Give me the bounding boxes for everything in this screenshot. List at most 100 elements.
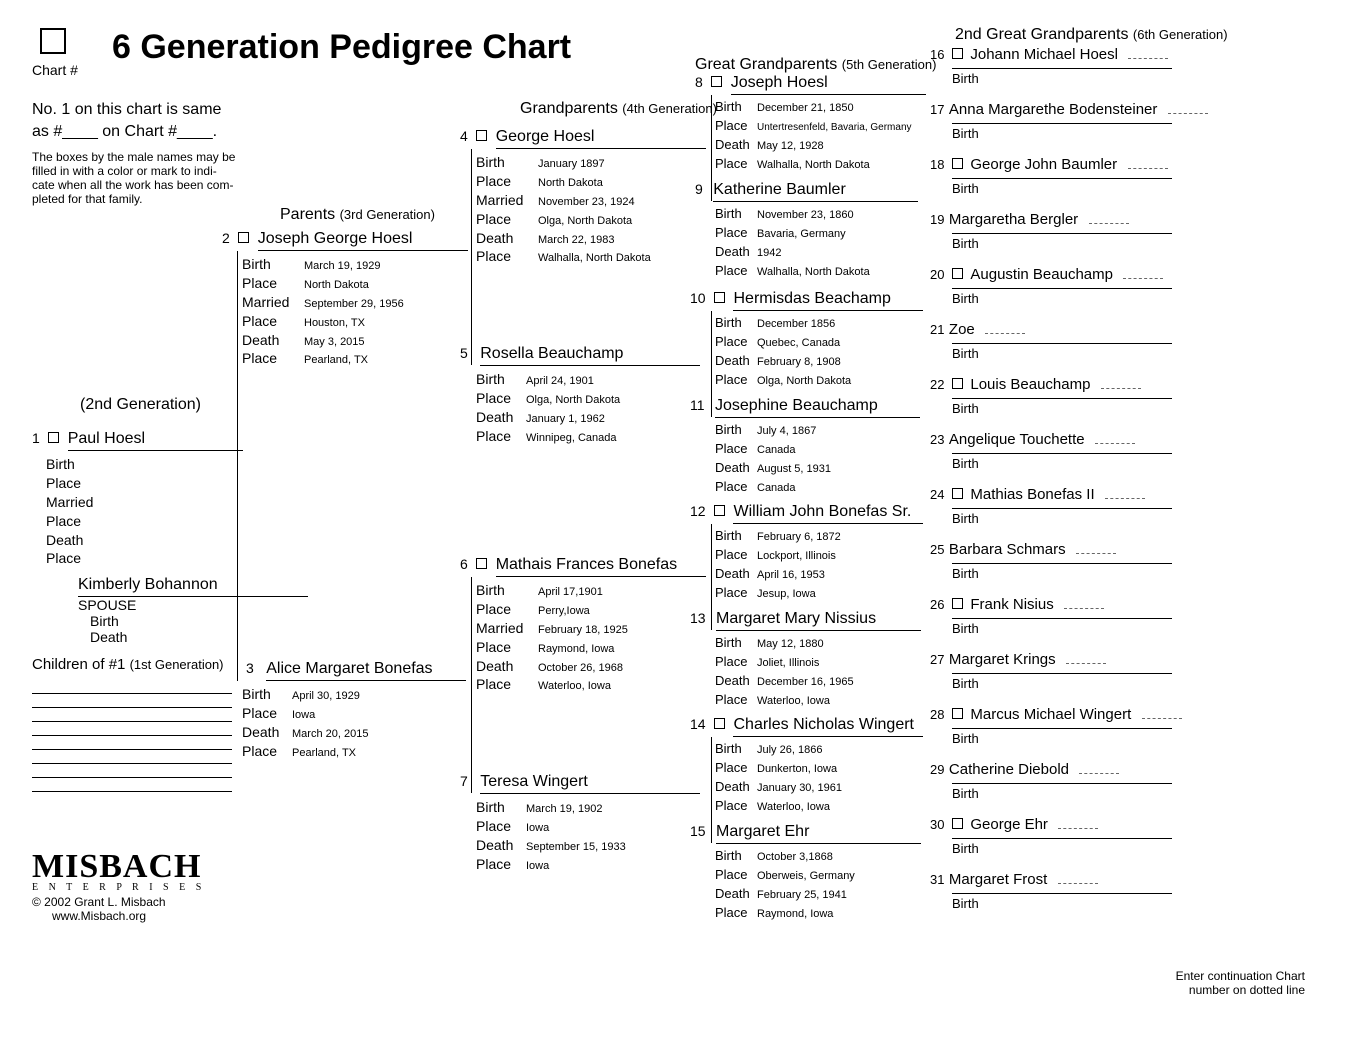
p5-num: 5 — [460, 345, 468, 361]
child-line-2[interactable] — [32, 694, 232, 708]
p2-birth: March 19, 1929 — [304, 260, 380, 272]
p2-box[interactable] — [238, 232, 249, 243]
p11-dplace: Canada — [757, 482, 796, 494]
child-line-7[interactable] — [32, 764, 232, 778]
p30-name: George Ehr — [970, 816, 1048, 833]
p11-birth: July 4, 1867 — [757, 425, 816, 437]
gen6-header: 2nd Great Grandparents (6th Generation) — [955, 26, 1228, 44]
p8-dplace: Walhalla, North Dakota — [757, 159, 870, 171]
p17-cont-line[interactable] — [1168, 113, 1208, 114]
p29-name: Catherine Diebold — [949, 761, 1069, 778]
p30-cont-line[interactable] — [1058, 828, 1098, 829]
p5-name: Rosella Beauchamp — [480, 345, 700, 366]
p7-num: 7 — [460, 773, 468, 789]
p13-dplace: Waterloo, Iowa — [757, 695, 830, 707]
p8-box[interactable] — [711, 76, 722, 87]
p28-box[interactable] — [952, 708, 963, 719]
child-line-1[interactable] — [32, 680, 232, 694]
spouse-label: SPOUSE — [78, 597, 308, 613]
logo-url: www.Misbach.org — [52, 909, 205, 923]
p3-death: March 20, 2015 — [292, 728, 368, 740]
p16-block: 16 Johann Michael Hoesl Birth — [930, 46, 1190, 86]
p13-death: December 16, 1965 — [757, 676, 854, 688]
p4-birth: January 1897 — [538, 158, 605, 170]
p1-bplace: Place — [46, 474, 108, 493]
child-line-5[interactable] — [32, 736, 232, 750]
p8-num: 8 — [695, 74, 703, 90]
p16-cont-line[interactable] — [1128, 58, 1168, 59]
p14-death: January 30, 1961 — [757, 782, 842, 794]
p12-box[interactable] — [714, 505, 725, 516]
p20-box[interactable] — [952, 268, 963, 279]
child-line-4[interactable] — [32, 722, 232, 736]
p23-cont-line[interactable] — [1095, 443, 1135, 444]
p26-cont-line[interactable] — [1064, 608, 1104, 609]
p12-name: William John Bonefas Sr. — [733, 503, 923, 524]
p4-box[interactable] — [476, 130, 487, 141]
p28-block: 28 Marcus Michael Wingert Birth — [930, 706, 1190, 746]
p24-box[interactable] — [952, 488, 963, 499]
child-line-3[interactable] — [32, 708, 232, 722]
p8-birth: December 21, 1850 — [757, 102, 854, 114]
p26-box[interactable] — [952, 598, 963, 609]
p8-name: Joseph Hoesl — [731, 74, 926, 95]
line-2-3 — [237, 251, 238, 681]
p14-num: 14 — [690, 716, 706, 732]
p4-dplace: Walhalla, North Dakota — [538, 252, 651, 264]
p13-name: Margaret Mary Nissius — [716, 610, 921, 631]
p30-box[interactable] — [952, 818, 963, 829]
p22-cont-line[interactable] — [1101, 388, 1141, 389]
p3-dplace: Pearland, TX — [292, 747, 356, 759]
p4-num: 4 — [460, 128, 468, 144]
p6-dplace: Waterloo, Iowa — [538, 680, 611, 692]
p6-box[interactable] — [476, 558, 487, 569]
p9-dplace: Walhalla, North Dakota — [757, 266, 870, 278]
p16-birth-label: Birth — [952, 68, 1172, 86]
p25-name: Barbara Schmars — [949, 541, 1066, 558]
p3-num: 3 — [246, 660, 254, 676]
p31-cont-line[interactable] — [1058, 883, 1098, 884]
p27-birth-label: Birth — [952, 673, 1172, 691]
p27-cont-line[interactable] — [1066, 663, 1106, 664]
p29-cont-line[interactable] — [1079, 773, 1119, 774]
chart-number-box[interactable] — [40, 28, 66, 54]
p8-death: May 12, 1928 — [757, 140, 824, 152]
p11-death: August 5, 1931 — [757, 463, 831, 475]
p29-block: 29 Catherine Diebold Birth — [930, 761, 1190, 801]
logo-copyright: © 2002 Grant L. Misbach — [32, 895, 205, 909]
p24-cont-line[interactable] — [1105, 498, 1145, 499]
p8-bplace: Untertresenfeld, Bavaria, Germany — [757, 122, 912, 133]
p19-cont-line[interactable] — [1089, 223, 1129, 224]
p10-box[interactable] — [714, 292, 725, 303]
p14-box[interactable] — [714, 718, 725, 729]
p30-block: 30 George Ehr Birth — [930, 816, 1190, 856]
sameas-note1: No. 1 on this chart is same — [32, 100, 221, 121]
p25-cont-line[interactable] — [1076, 553, 1116, 554]
p5-birth: April 24, 1901 — [526, 375, 594, 387]
p3-birth: April 30, 1929 — [292, 690, 360, 702]
p6-birth: April 17,1901 — [538, 586, 603, 598]
p3-name: Alice Margaret Bonefas — [266, 660, 466, 681]
p12-dplace: Jesup, Iowa — [757, 588, 816, 600]
p7-bplace: Iowa — [526, 822, 549, 834]
p16-name: Johann Michael Hoesl — [970, 46, 1118, 63]
p21-cont-line[interactable] — [985, 333, 1025, 334]
child-line-6[interactable] — [32, 750, 232, 764]
p20-cont-line[interactable] — [1123, 278, 1163, 279]
p14-bplace: Dunkerton, Iowa — [757, 763, 837, 775]
p18-box[interactable] — [952, 158, 963, 169]
p7-dplace: Iowa — [526, 860, 549, 872]
p16-box[interactable] — [952, 48, 963, 59]
p1-box[interactable] — [48, 432, 59, 443]
p12-birth: February 6, 1872 — [757, 531, 841, 543]
p21-block: 21 Zoe Birth — [930, 321, 1190, 361]
p28-cont-line[interactable] — [1142, 718, 1182, 719]
p23-birth-label: Birth — [952, 453, 1172, 471]
p22-box[interactable] — [952, 378, 963, 389]
p13-num: 13 — [690, 610, 706, 626]
p15-bplace: Oberweis, Germany — [757, 870, 855, 882]
p18-cont-line[interactable] — [1128, 168, 1168, 169]
gen4-header: Grandparents (4th Generation) — [520, 100, 717, 118]
p25-birth-label: Birth — [952, 563, 1172, 581]
child-line-8[interactable] — [32, 778, 232, 792]
